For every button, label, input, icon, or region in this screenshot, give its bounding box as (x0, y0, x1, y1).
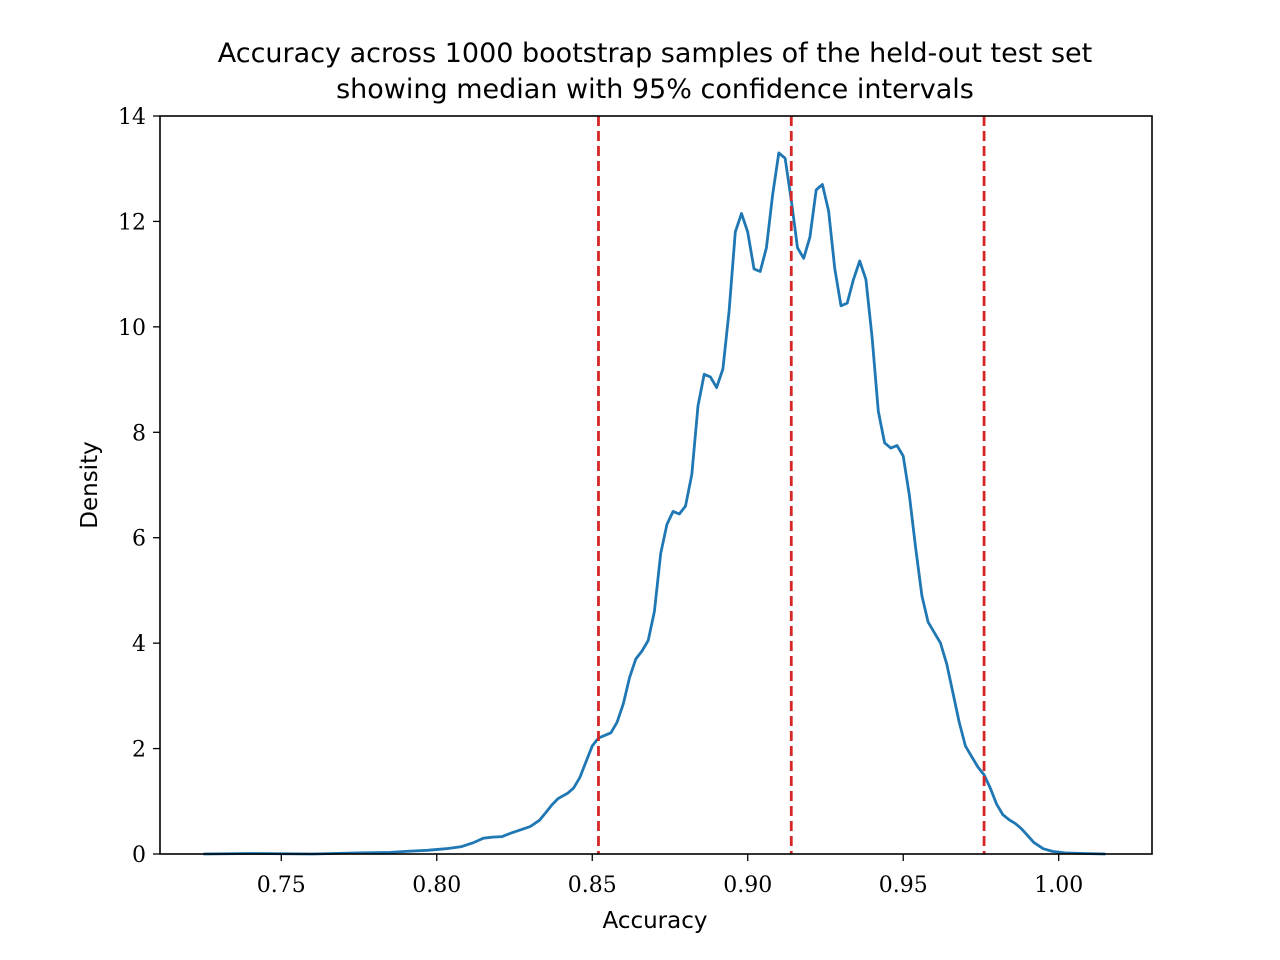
x-tick-label: 0.95 (879, 873, 928, 898)
y-tick-label: 12 (118, 210, 146, 235)
density-line-0 (203, 151, 1106, 856)
chart-title: Accuracy across 1000 bootstrap samples o… (218, 38, 1092, 69)
x-axis-label: Accuracy (602, 908, 707, 934)
x-tick-label: 0.80 (412, 873, 461, 898)
y-tick-label: 8 (132, 421, 146, 446)
y-axis-label: Density (77, 441, 103, 528)
axes-frame (159, 115, 1153, 855)
y-tick-label: 4 (132, 632, 146, 657)
chart-subtitle: showing median with 95% confidence inter… (336, 74, 974, 105)
y-tick-label: 6 (132, 527, 146, 552)
y-tick-label: 0 (132, 843, 146, 868)
x-tick-label: 0.90 (723, 873, 772, 898)
x-axis: 0.75 0.80 0.85 0.90 0.95 1.00 (257, 854, 1083, 898)
y-axis: 0 2 4 6 8 10 12 14 (118, 105, 160, 868)
x-tick-label: 1.00 (1034, 873, 1083, 898)
y-tick-label: 10 (118, 316, 146, 341)
x-tick-label: 0.75 (257, 873, 306, 898)
x-tick-label: 0.85 (568, 873, 617, 898)
y-tick-label: 14 (118, 105, 146, 130)
plot-area (203, 116, 1106, 856)
y-tick-label: 2 (132, 738, 146, 763)
